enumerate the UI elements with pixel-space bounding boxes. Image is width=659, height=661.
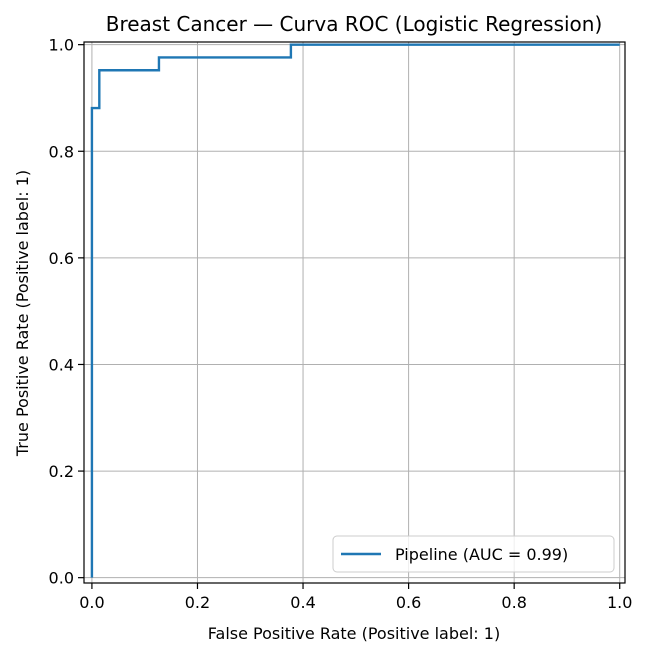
grid-lines <box>84 42 625 583</box>
roc-curve-line <box>90 43 620 578</box>
y-axis-label: True Positive Rate (Positive label: 1) <box>13 170 32 457</box>
x-tick-label: 1.0 <box>607 593 632 612</box>
y-tick-label: 0.8 <box>49 142 74 161</box>
series-layer <box>90 43 620 578</box>
y-tick-label: 0.2 <box>49 462 74 481</box>
y-tick-label: 0.0 <box>49 569 74 588</box>
axis-ticks: 0.0 0.2 0.4 0.6 0.8 1.0 0.0 0.2 0.4 0.6 0.8 1.0 <box>49 36 633 612</box>
x-axis-label: False Positive Rate (Positive label: 1) <box>208 624 500 643</box>
legend: Pipeline (AUC = 0.99) <box>332 535 615 573</box>
y-tick-label: 0.4 <box>49 355 74 374</box>
x-tick-label: 0.8 <box>501 593 526 612</box>
y-tick-label: 1.0 <box>49 36 74 55</box>
x-tick-label: 0.2 <box>185 593 210 612</box>
legend-box <box>332 535 615 573</box>
x-tick-label: 0.6 <box>396 593 421 612</box>
legend-entry-pipeline: Pipeline (AUC = 0.99) <box>395 545 568 564</box>
x-tick-label: 0.4 <box>290 593 315 612</box>
plot-frame <box>83 41 626 584</box>
x-tick-label: 0.0 <box>79 593 104 612</box>
chart-title: Breast Cancer — Curva ROC (Logistic Regr… <box>106 12 603 36</box>
y-tick-label: 0.6 <box>49 249 74 268</box>
